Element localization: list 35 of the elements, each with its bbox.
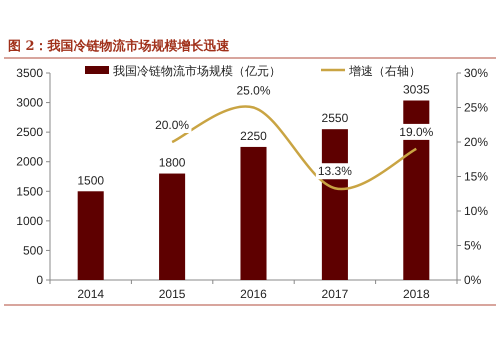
chart-title: 图 2：我国冷链物流市场规模增长迅速: [8, 38, 231, 54]
y-tick-label: 1000: [16, 214, 44, 228]
data-label: 20.0%: [155, 118, 190, 132]
y2-tick-label: 30%: [464, 66, 488, 80]
data-label: 3035: [402, 82, 430, 96]
x-tick-label: 2015: [158, 287, 186, 301]
y-tick-label: 0: [36, 273, 44, 287]
y2-tick-label: 0%: [464, 273, 482, 287]
y-tick-label: 1500: [16, 184, 44, 198]
x-tick-label: 2017: [322, 287, 349, 301]
y-tick-label: 2000: [16, 154, 44, 169]
y2-tick-label: 20%: [464, 135, 488, 149]
x-tick-label: 2014: [77, 287, 104, 301]
y-tick-label: 2500: [16, 125, 44, 140]
data-label: 2550: [322, 111, 349, 126]
data-label: 2250: [240, 128, 268, 143]
x-tick-label: 2018: [402, 287, 430, 301]
data-label: 1500: [77, 173, 104, 188]
y-tick-label: 500: [22, 243, 44, 258]
legend-label: 我国冷链物流市场规模（亿元）: [113, 64, 281, 78]
data-label: 1800: [158, 156, 186, 170]
y2-tick-label: 15%: [464, 170, 488, 184]
x-tick-label: 2016: [240, 287, 268, 301]
legend-label: 增速（右轴）: [348, 64, 421, 78]
data-label: 13.3%: [318, 164, 352, 178]
data-label: 25.0%: [236, 84, 271, 98]
y2-tick-label: 10%: [464, 204, 488, 218]
bar: [159, 174, 186, 280]
bar: [78, 191, 104, 280]
bar: [240, 146, 267, 280]
y-tick-label: 3000: [16, 96, 44, 110]
y2-tick-label: 25%: [464, 100, 488, 114]
y2-tick-label: 5%: [464, 238, 482, 252]
data-label: 19.0%: [399, 124, 434, 139]
y-tick-label: 3500: [16, 66, 44, 80]
